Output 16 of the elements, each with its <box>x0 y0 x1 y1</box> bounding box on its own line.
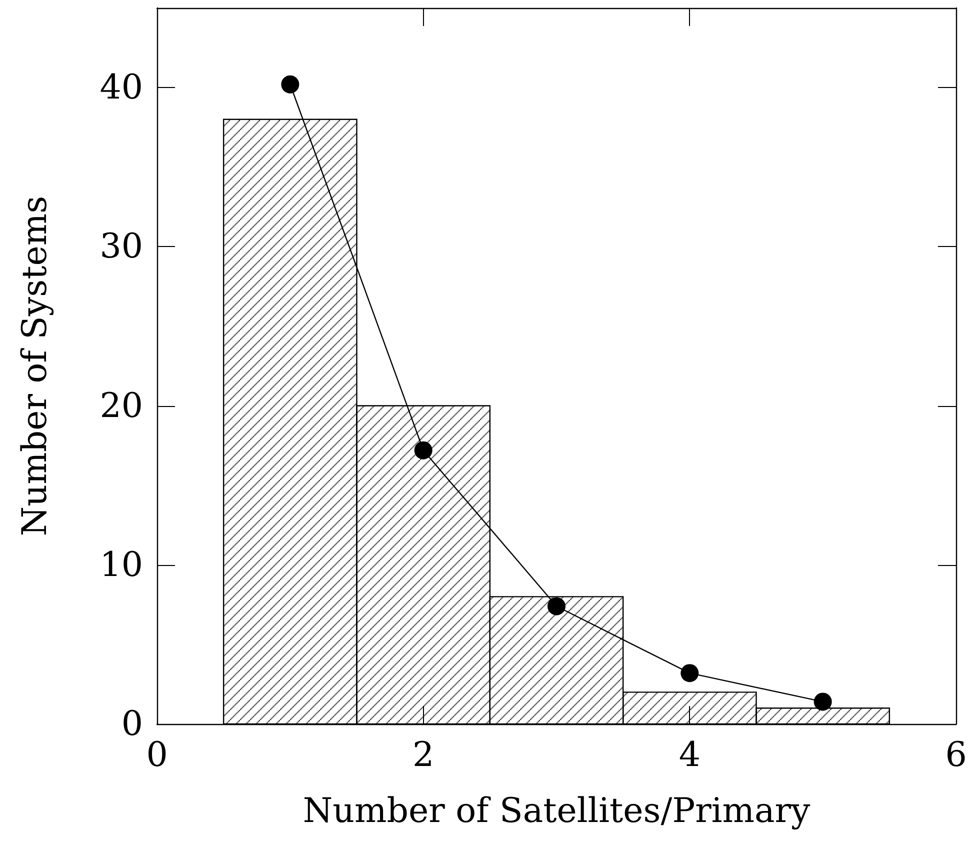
point <box>548 597 566 616</box>
x-tick-label: 4 <box>678 735 700 775</box>
x-tick-label: 6 <box>945 735 967 775</box>
point <box>680 664 699 682</box>
x-tick-label: 0 <box>146 735 168 775</box>
y-tick-label: 20 <box>100 386 143 426</box>
point <box>281 75 300 94</box>
x-axis-title: Number of Satellites/Primary <box>302 791 811 831</box>
y-tick-label: 40 <box>100 68 143 108</box>
y-tick-label: 10 <box>100 544 143 585</box>
y-axis-title: Number of Systems <box>15 196 55 536</box>
y-tick-label: 30 <box>100 226 143 267</box>
y-tick-label: 0 <box>121 704 143 744</box>
point <box>814 692 832 711</box>
point <box>414 441 432 460</box>
x-tick-label: 2 <box>412 735 434 775</box>
